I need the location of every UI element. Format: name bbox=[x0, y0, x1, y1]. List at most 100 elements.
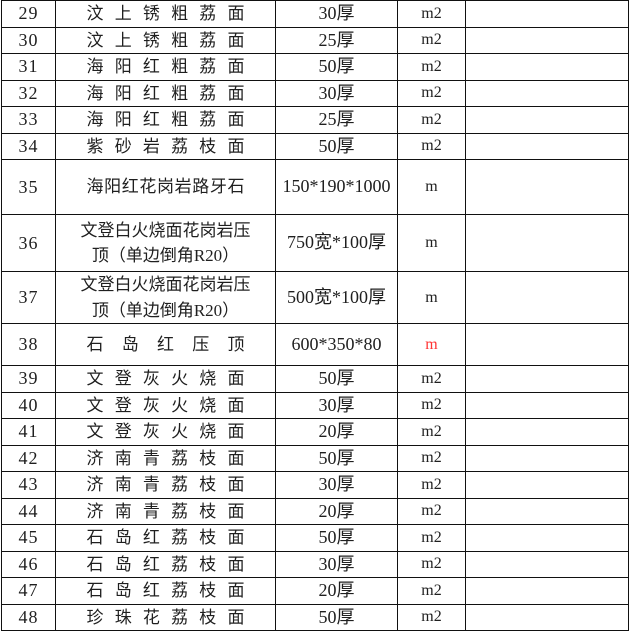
unit-cell: m2 bbox=[397, 550, 466, 578]
material-name-text: 石岛红荔枝面 bbox=[86, 581, 245, 600]
unit-cell: m2 bbox=[397, 418, 466, 446]
spec-cell: 500宽*100厚 bbox=[275, 271, 398, 324]
material-name-text: 海阳红花岗岩路牙石 bbox=[86, 177, 245, 197]
unit-cell: m2 bbox=[397, 471, 466, 499]
unit-cell: m2 bbox=[397, 524, 466, 552]
empty-value-cell bbox=[465, 323, 629, 366]
table-row: 44 济南青荔枝面 20厚 m2 bbox=[1, 497, 629, 525]
spec-cell: 50厚 bbox=[275, 132, 398, 160]
row-number-cell: 45 bbox=[1, 524, 56, 552]
empty-value-cell bbox=[465, 214, 629, 272]
empty-value-cell bbox=[465, 524, 629, 552]
table-row: 41 文登灰火烧面 20厚 m2 bbox=[1, 418, 629, 446]
unit-cell: m2 bbox=[397, 603, 466, 631]
row-number-cell: 48 bbox=[1, 603, 56, 631]
material-name-cell: 文登白火烧面花岗岩压顶（单边倒角R20） bbox=[55, 271, 276, 324]
material-name-text: 紫砂岩荔枝面 bbox=[86, 136, 245, 156]
spec-cell: 25厚 bbox=[275, 106, 398, 134]
spec-cell: 50厚 bbox=[275, 53, 398, 81]
table-row: 39 文登灰火烧面 50厚 m2 bbox=[1, 365, 629, 393]
unit-cell: m2 bbox=[397, 444, 466, 472]
empty-value-cell bbox=[465, 132, 629, 160]
empty-value-cell bbox=[465, 0, 629, 28]
row-number-cell: 46 bbox=[1, 550, 56, 578]
table-row: 46 石岛红荔枝面 30厚 m2 bbox=[1, 550, 629, 578]
material-name-cell: 石岛红荔枝面 bbox=[55, 550, 276, 578]
unit-cell: m2 bbox=[397, 391, 466, 419]
material-name-cell: 海阳红粗荔面 bbox=[55, 106, 276, 134]
spec-cell: 600*350*80 bbox=[275, 323, 398, 366]
material-name-text: 石岛红荔枝面 bbox=[86, 554, 245, 574]
material-name-cell: 石岛红压顶 bbox=[55, 323, 276, 366]
table-row: 29 汶上锈粗荔面 30厚 m2 bbox=[1, 0, 629, 28]
table-row: 38 石岛红压顶 600*350*80 m bbox=[1, 323, 629, 366]
row-number-cell: 34 bbox=[1, 132, 56, 160]
material-name-cell: 石岛红荔枝面 bbox=[55, 577, 276, 605]
spec-cell: 20厚 bbox=[275, 418, 398, 446]
row-number-cell: 33 bbox=[1, 106, 56, 134]
material-name-text: 济南青荔枝面 bbox=[86, 475, 245, 494]
spec-cell: 30厚 bbox=[275, 471, 398, 499]
unit-cell: m2 bbox=[397, 497, 466, 525]
material-name-text: 文登白火烧面花岗岩压顶（单边倒角R20） bbox=[80, 275, 251, 320]
unit-cell: m2 bbox=[397, 365, 466, 393]
spec-cell: 50厚 bbox=[275, 365, 398, 393]
row-number-cell: 37 bbox=[1, 271, 56, 324]
spec-cell: 30厚 bbox=[275, 391, 398, 419]
row-number-cell: 42 bbox=[1, 444, 56, 472]
unit-cell: m2 bbox=[397, 0, 466, 28]
row-number-cell: 30 bbox=[1, 26, 56, 54]
row-number-cell: 44 bbox=[1, 497, 56, 525]
row-number-cell: 40 bbox=[1, 391, 56, 419]
empty-value-cell bbox=[465, 106, 629, 134]
material-name-text: 珍珠花荔枝面 bbox=[86, 607, 245, 627]
empty-value-cell bbox=[465, 365, 629, 393]
unit-cell: m2 bbox=[397, 132, 466, 160]
material-name-cell: 紫砂岩荔枝面 bbox=[55, 132, 276, 160]
spec-cell: 25厚 bbox=[275, 26, 398, 54]
row-number-cell: 29 bbox=[1, 0, 56, 28]
material-name-text: 济南青荔枝面 bbox=[86, 501, 245, 521]
unit-cell: m bbox=[397, 271, 466, 324]
row-number-cell: 31 bbox=[1, 53, 56, 81]
unit-cell: m2 bbox=[397, 53, 466, 81]
table-row: 32 海阳红粗荔面 30厚 m2 bbox=[1, 79, 629, 107]
empty-value-cell bbox=[465, 497, 629, 525]
material-name-cell: 文登灰火烧面 bbox=[55, 418, 276, 446]
table-row: 30 汶上锈粗荔面 25厚 m2 bbox=[1, 26, 629, 54]
empty-value-cell bbox=[465, 471, 629, 499]
material-name-cell: 石岛红荔枝面 bbox=[55, 524, 276, 552]
row-number-cell: 36 bbox=[1, 214, 56, 272]
material-name-text: 济南青荔枝面 bbox=[86, 448, 245, 468]
table-row: 36 文登白火烧面花岗岩压顶（单边倒角R20） 750宽*100厚 m bbox=[1, 214, 629, 272]
row-number-cell: 38 bbox=[1, 323, 56, 366]
empty-value-cell bbox=[465, 550, 629, 578]
spec-cell: 750宽*100厚 bbox=[275, 214, 398, 272]
spec-cell: 30厚 bbox=[275, 550, 398, 578]
empty-value-cell bbox=[465, 79, 629, 107]
unit-cell: m bbox=[397, 323, 466, 366]
material-name-cell: 珍珠花荔枝面 bbox=[55, 603, 276, 631]
material-name-text: 海阳红粗荔面 bbox=[86, 57, 245, 76]
empty-value-cell bbox=[465, 53, 629, 81]
empty-value-cell bbox=[465, 271, 629, 324]
row-number-cell: 41 bbox=[1, 418, 56, 446]
unit-cell: m2 bbox=[397, 79, 466, 107]
material-name-text: 汶上锈粗荔面 bbox=[86, 4, 245, 23]
empty-value-cell bbox=[465, 603, 629, 631]
material-name-text: 石岛红压顶 bbox=[86, 334, 245, 354]
unit-cell: m2 bbox=[397, 577, 466, 605]
material-name-text: 海阳红粗荔面 bbox=[86, 83, 245, 103]
spec-cell: 50厚 bbox=[275, 444, 398, 472]
table-row: 45 石岛红荔枝面 50厚 m2 bbox=[1, 524, 629, 552]
spec-cell: 20厚 bbox=[275, 497, 398, 525]
table-row: 47 石岛红荔枝面 20厚 m2 bbox=[1, 577, 629, 605]
table-row: 43 济南青荔枝面 30厚 m2 bbox=[1, 471, 629, 499]
spec-cell: 20厚 bbox=[275, 577, 398, 605]
empty-value-cell bbox=[465, 159, 629, 215]
empty-value-cell bbox=[465, 577, 629, 605]
spec-cell: 150*190*1000 bbox=[275, 159, 398, 215]
